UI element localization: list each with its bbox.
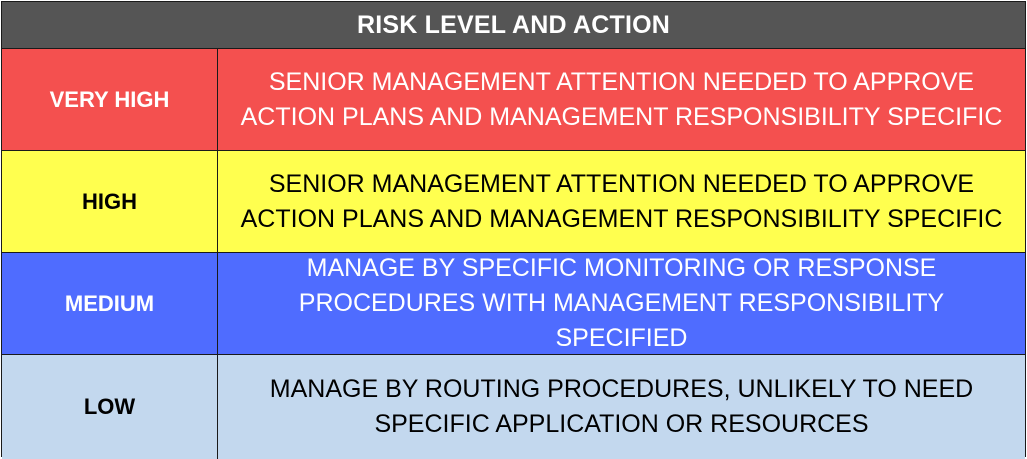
risk-action-cell: MANAGE BY ROUTING PROCEDURES, UNLIKELY T…: [269, 375, 974, 438]
risk-action-cell: MANAGE BY SPECIFIC MONITORING OR RESPONS…: [298, 254, 945, 352]
risk-level-cell: HIGH: [2, 151, 218, 252]
table-row-high: HIGH SENIOR MANAGEMENT ATTENTION NEEDED …: [2, 151, 1025, 253]
risk-level-cell: VERY HIGH: [2, 49, 218, 150]
risk-action-cell: SENIOR MANAGEMENT ATTENTION NEEDED TO AP…: [240, 169, 1003, 233]
risk-level-cell: MEDIUM: [2, 253, 218, 354]
table-row-low: LOW MANAGE BY ROUTING PROCEDURES, UNLIKE…: [2, 355, 1025, 459]
table-row-very-high: VERY HIGH SENIOR MANAGEMENT ATTENTION NE…: [2, 49, 1025, 151]
risk-action-cell: SENIOR MANAGEMENT ATTENTION NEEDED TO AP…: [240, 67, 1003, 131]
table-row-medium: MEDIUM MANAGE BY SPECIFIC MONITORING OR …: [2, 253, 1025, 355]
table-header: RISK LEVEL AND ACTION: [2, 2, 1025, 49]
table-title: RISK LEVEL AND ACTION: [356, 10, 670, 39]
risk-level-cell: LOW: [2, 355, 218, 459]
